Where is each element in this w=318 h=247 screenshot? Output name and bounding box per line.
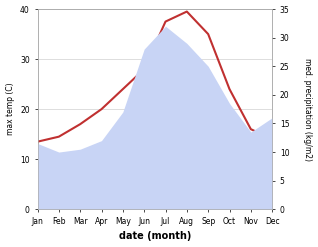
Y-axis label: med. precipitation (kg/m2): med. precipitation (kg/m2) (303, 58, 313, 161)
X-axis label: date (month): date (month) (119, 231, 191, 242)
Y-axis label: max temp (C): max temp (C) (5, 83, 15, 135)
